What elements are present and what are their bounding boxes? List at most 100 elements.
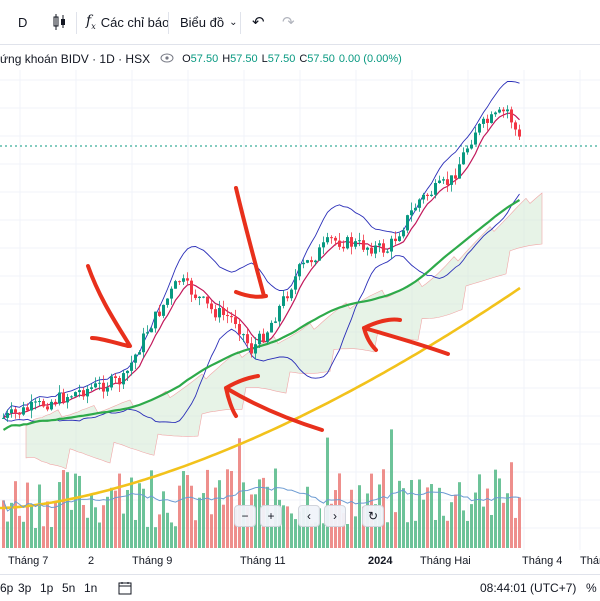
candle-body [202, 296, 205, 298]
candle-body [2, 417, 5, 419]
volume-bar [114, 490, 117, 548]
eye-icon[interactable] [160, 53, 174, 66]
volume-bar [390, 429, 393, 548]
scroll-left-button[interactable]: ‹ [298, 505, 320, 527]
chart-menu-button[interactable]: Biểu đồ ⌄ [180, 12, 237, 32]
volume-bar [418, 479, 421, 548]
candle-body [262, 333, 265, 342]
zoom-in-button[interactable]: + [260, 505, 282, 527]
symbol-title: ứng khoán BIDV · 1D · HSX [0, 52, 151, 66]
volume-bar [134, 519, 137, 548]
candle-body [350, 237, 353, 247]
range-5n[interactable]: 5n [62, 581, 76, 595]
volume-bar [226, 469, 229, 548]
volume-bar [286, 506, 289, 548]
chart-menu-label: Biểu đồ [180, 14, 225, 30]
candle-body [286, 296, 289, 299]
candle-body [230, 316, 233, 318]
volume-bar [174, 526, 177, 548]
zoom-out-button[interactable]: − [234, 505, 256, 527]
volume-bar [342, 513, 345, 548]
volume-bar [106, 496, 109, 548]
volume-bar [182, 471, 185, 548]
volume-bar [146, 526, 149, 548]
volume-bar [494, 469, 497, 548]
redo-button[interactable]: ↷ [282, 12, 295, 32]
candle-body [126, 370, 129, 374]
volume-bar [414, 520, 417, 548]
clock-time[interactable]: 08:44:01 (UTC+7) [480, 581, 577, 595]
x-label-7: Tháng [580, 555, 600, 567]
candle-body [194, 294, 197, 299]
candle-body [238, 324, 241, 335]
volume-bar [66, 472, 69, 548]
candle-body [158, 311, 161, 316]
indicators-button[interactable]: fx Các chỉ báo [86, 12, 169, 32]
candle-body [386, 251, 389, 253]
candle-body [338, 240, 341, 247]
annotation-arrow-1 [86, 264, 132, 348]
calendar-icon [118, 582, 132, 595]
volume-bar [78, 475, 81, 548]
volume-bar [130, 477, 133, 548]
candle-body [162, 304, 165, 316]
candle-body [254, 344, 257, 354]
volume-bar [470, 504, 473, 548]
candle-body [114, 376, 117, 379]
candle-body [278, 305, 281, 322]
annotation-arrow-3 [224, 374, 324, 432]
candle-body [10, 409, 13, 414]
candle-body [26, 407, 29, 411]
candle-body [342, 246, 345, 249]
volume-bar [58, 482, 61, 548]
range-1n[interactable]: 1n [84, 581, 98, 595]
volume-bar [110, 487, 113, 548]
ma-yellow-line [0, 286, 521, 510]
candle-body [178, 281, 181, 283]
candle-body [326, 237, 329, 243]
interval-button[interactable]: D [18, 12, 27, 32]
volume-bar [238, 438, 241, 548]
candle-body [362, 240, 365, 250]
candle-body [214, 309, 217, 318]
volume-bar [94, 507, 97, 548]
candle-body [370, 247, 373, 254]
candle-body [334, 237, 337, 241]
volume-bar [518, 497, 521, 548]
volume-bar [122, 513, 125, 548]
volume-bar [490, 514, 493, 548]
candle-body [38, 401, 41, 403]
undo-button[interactable]: ↶ [252, 12, 265, 32]
reset-chart-button[interactable]: ↻ [362, 505, 384, 527]
volume-bar [462, 510, 465, 548]
candle-body [454, 175, 457, 179]
candle-body [354, 241, 357, 247]
bottom-toolbar: 6p 3p 1p 5n 1n 08:44:01 (UTC+7) % [0, 574, 600, 601]
range-3p[interactable]: 3p [18, 581, 32, 595]
range-6p[interactable]: 6p [0, 581, 14, 595]
indicators-label: Các chỉ báo [100, 14, 170, 30]
volume-bar [450, 502, 453, 548]
candle-body [82, 390, 85, 397]
candle-body [74, 392, 77, 397]
volume-bar [142, 488, 145, 548]
calendar-range-button[interactable] [118, 581, 132, 598]
volume-bar [322, 523, 325, 548]
volume-bar [38, 484, 41, 548]
volume-bar [126, 489, 129, 548]
candle-body [166, 298, 169, 305]
volume-bar [118, 473, 121, 548]
candle-body [318, 247, 321, 261]
price-chart[interactable] [0, 70, 600, 552]
percent-toggle[interactable]: % [586, 581, 597, 595]
candle-body [470, 144, 473, 149]
candle-body [442, 179, 445, 181]
reset-icon: ↻ [367, 509, 379, 523]
scroll-right-button[interactable]: › [324, 505, 346, 527]
candle-body [502, 109, 505, 112]
candle-body [46, 406, 49, 410]
chart-type-button[interactable] [52, 12, 68, 32]
candle-body [418, 199, 421, 208]
range-1p[interactable]: 1p [40, 581, 54, 595]
candle-body [490, 114, 493, 123]
